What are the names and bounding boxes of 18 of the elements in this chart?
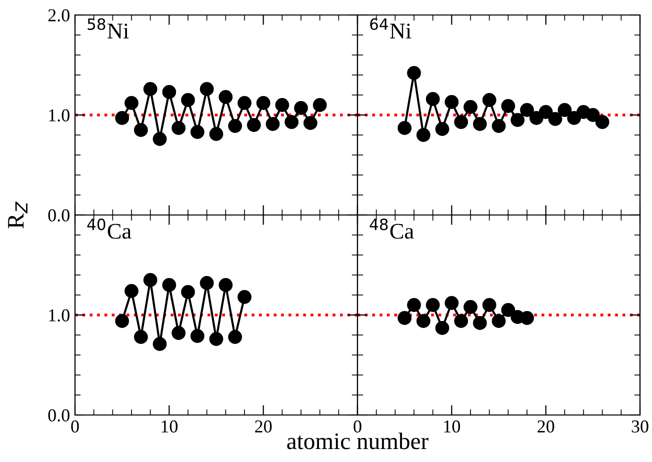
y-tick-label: 2.0 [48, 9, 70, 22]
chart-title: $^{48}$Ca [370, 218, 414, 239]
x-axis-title: atomic number [287, 432, 428, 450]
x-tick-label: 20 [255, 420, 272, 433]
chart-title: $^{64}$Ni [370, 18, 412, 38]
x-tick-label: 20 [538, 420, 554, 433]
y-axis-title: R$_{Z}$ [8, 201, 28, 228]
x-tick-label: 10 [444, 420, 460, 433]
x-tick-label: 30 [632, 420, 648, 433]
y-tick-label: 0.0 [48, 209, 70, 222]
chart-title: $^{58}$Ni [88, 18, 129, 38]
x-tick-label: 10 [162, 420, 178, 433]
x-tick-label: 0 [71, 420, 79, 433]
chart-title: $^{40}$Ca [87, 218, 132, 239]
x-tick-label: 0 [354, 420, 362, 433]
y-tick-label: 1.0 [49, 309, 70, 322]
y-tick-label: 1.0 [49, 109, 70, 122]
y-tick-label: 0.0 [48, 409, 70, 422]
